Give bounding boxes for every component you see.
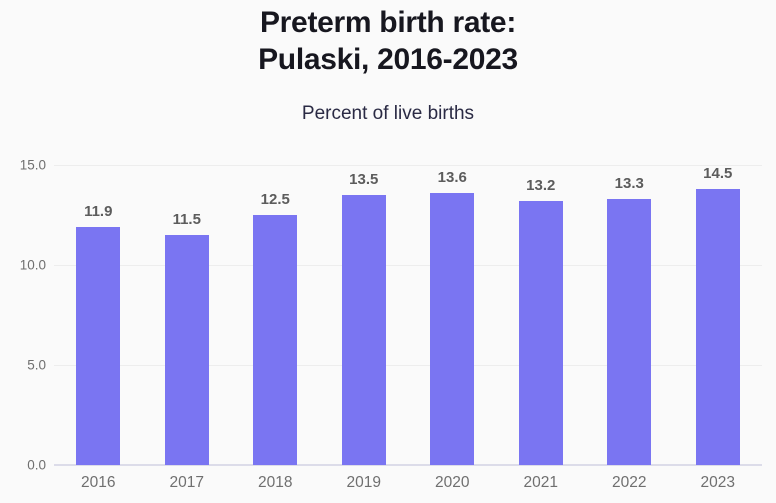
bar-series: 11.9 11.5 12.5 13.5 13.6 13.2 13.3 14.5: [54, 165, 762, 465]
bar-slot-2020: 13.6: [408, 165, 497, 465]
bar-2018: [253, 215, 298, 465]
x-tick-label: 2019: [346, 474, 381, 491]
bar-value-label: 14.5: [703, 165, 733, 182]
x-tick-label: 2020: [435, 474, 470, 491]
chart-title: Preterm birth rate: Pulaski, 2016-2023: [258, 6, 518, 76]
bar-2022: [607, 199, 652, 465]
bar-value-label: 11.9: [84, 203, 113, 220]
y-tick-label: 5.0: [27, 357, 46, 373]
bar-2023: [695, 189, 740, 465]
bar-2016: [76, 227, 121, 465]
bar-slot-2019: 13.5: [320, 165, 409, 465]
bar-2017: [164, 235, 209, 465]
bar-value-label: 13.3: [614, 175, 644, 192]
bar-slot-2021: 13.2: [497, 165, 586, 465]
gridline-10: [54, 264, 762, 266]
chart-subtitle: Percent of live births: [301, 103, 475, 124]
x-axis-labels: 2016 2017 2018 2019 2020 2021 2022 2023: [54, 474, 762, 492]
bar-value-label: 11.5: [172, 211, 201, 228]
bar-slot-2016: 11.9: [54, 165, 143, 465]
bar-value-label: 13.6: [437, 169, 467, 186]
x-tick-label: 2021: [523, 474, 558, 491]
x-tick-label: 2016: [81, 474, 116, 491]
y-tick-label: 0.0: [27, 457, 46, 473]
gridline-5: [54, 365, 762, 366]
bar-slot-2022: 13.3: [585, 165, 674, 465]
x-tick-label: 2018: [258, 474, 293, 491]
y-tick-label: 10.0: [19, 257, 46, 273]
y-tick-label: 15.0: [19, 157, 46, 173]
x-axis-line: [54, 464, 762, 466]
bar-slot-2018: 12.5: [231, 165, 320, 465]
bar-2021: [518, 201, 563, 465]
bar-2019: [341, 195, 386, 465]
bar-2020: [430, 193, 475, 465]
x-tick-label: 2017: [169, 474, 204, 491]
plot-area: 15.0 10.0 5.0 0.0 11.9 11.5 12.5 13.5 13…: [20, 158, 762, 491]
x-tick-label: 2023: [700, 474, 735, 491]
bar-slot-2023: 14.5: [674, 165, 763, 465]
gridline-15: [54, 165, 762, 166]
bar-value-label: 13.2: [526, 177, 556, 194]
bar-value-label: 12.5: [260, 191, 290, 208]
chart-header: Preterm birth rate: Pulaski, 2016-2023 P…: [0, 0, 776, 125]
bar-value-label: 13.5: [349, 171, 379, 188]
bar-slot-2017: 11.5: [143, 165, 232, 465]
x-tick-label: 2022: [612, 474, 647, 491]
